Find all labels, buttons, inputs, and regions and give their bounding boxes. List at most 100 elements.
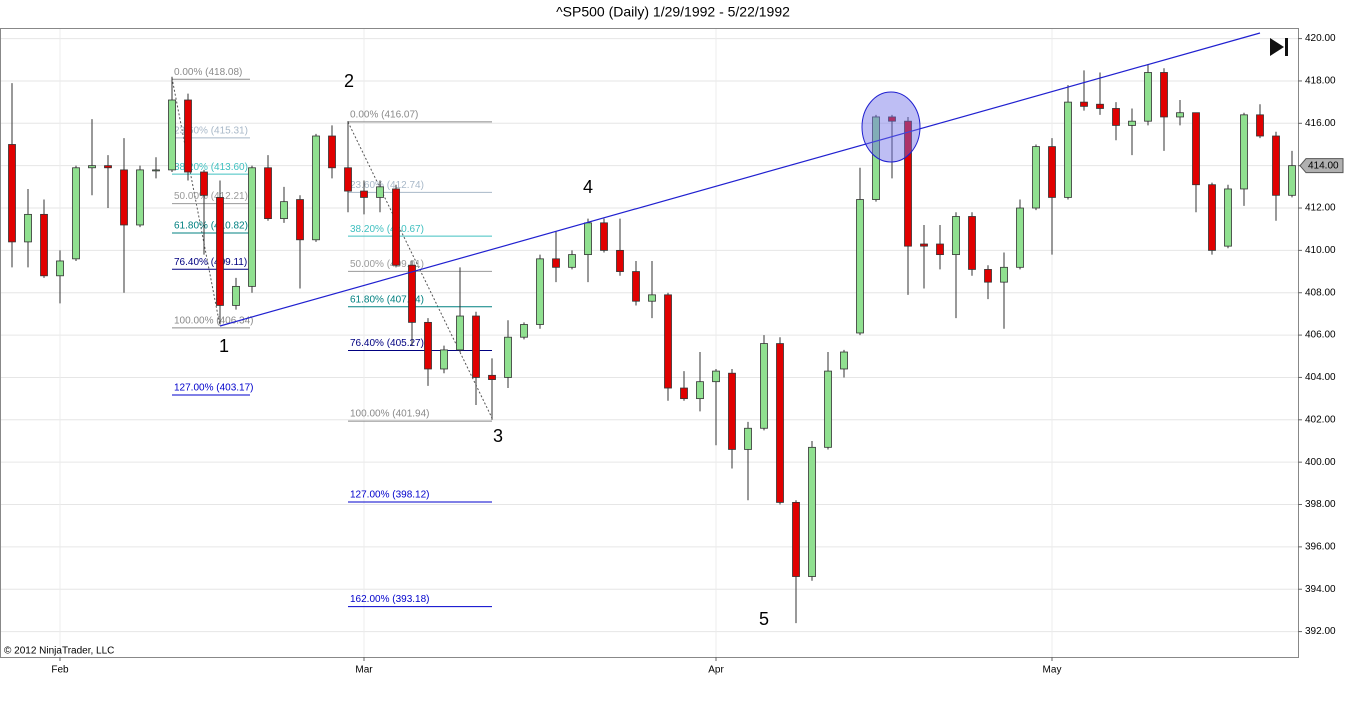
candle [920,224,928,289]
candle [1176,100,1184,126]
candle-body [552,258,560,268]
y-tick-label: 402.00 [1305,414,1336,425]
candle [840,349,848,378]
candle-body [1272,135,1280,196]
candle-body [408,264,416,323]
candle [344,121,352,213]
candle [1192,112,1200,213]
candle-body [232,285,240,306]
candle [968,212,976,276]
candle-body [1192,112,1200,186]
fib-label: 76.40% (405.27) [350,338,424,349]
x-tick-label: Apr [708,665,724,676]
y-tick-label: 420.00 [1305,33,1336,44]
candle-body [984,269,992,283]
y-tick-label: 412.00 [1305,203,1336,214]
candle-body [1256,114,1264,137]
candle-body [504,336,512,378]
go-to-end-button[interactable] [1270,38,1288,56]
candle [1160,68,1168,151]
chart-title: ^SP500 (Daily) 1/29/1992 - 5/22/1992 [556,4,790,20]
candles [8,64,1296,624]
candle-body [56,260,64,277]
candle-body [1048,146,1056,198]
y-tick-label: 418.00 [1305,76,1336,87]
wave-label: 4 [583,177,593,197]
candle-body [904,120,912,247]
candle-body [296,199,304,241]
candle-body [456,315,464,351]
candle-body [808,446,816,577]
candle-body [1288,165,1296,196]
candle [856,167,864,336]
candle [1240,112,1248,206]
candle [24,188,32,268]
candle [1112,102,1120,141]
candle [1224,184,1232,249]
candle-body [728,372,736,450]
candle [184,93,192,181]
candle-body [1176,112,1184,118]
last-price-label: 414.00 [1308,160,1339,171]
candle-body [120,169,128,226]
fibonacci: 0.00% (418.08) 23.60% (415.31) 38.20% (413… [172,67,492,608]
y-tick-label: 404.00 [1305,372,1336,383]
candle-body [312,135,320,241]
candle-body [376,186,384,198]
candle [696,352,704,412]
candle-body [1064,101,1072,198]
y-tick-label: 408.00 [1305,287,1336,298]
candle-body [248,167,256,287]
candle-body [600,222,608,251]
candle-body [568,254,576,268]
candle [1016,199,1024,270]
candle-body [792,501,800,577]
candle [952,212,960,319]
candle [728,368,736,469]
candle [632,260,640,306]
candle-body [200,171,208,196]
candle [1128,108,1136,156]
candle [360,180,368,215]
candle [248,165,256,293]
y-tick-label: 392.00 [1305,626,1336,637]
candle-body [152,169,160,172]
candle [1144,64,1152,126]
play-icon[interactable] [1270,38,1284,56]
candle [808,440,816,581]
y-tick-label: 406.00 [1305,330,1336,341]
candle-body [1240,114,1248,190]
fib-label: 23.60% (415.31) [174,126,248,137]
candle-body [264,167,272,220]
candle-body [776,343,784,503]
fib-label: 38.20% (410.67) [350,224,424,235]
candle-body [216,197,224,306]
wave-label: 2 [344,71,354,91]
candle [936,224,944,270]
x-tick-label: Feb [51,665,69,676]
candle-body [824,370,832,448]
candle [744,421,752,501]
candle [328,125,336,179]
candle-body [968,216,976,270]
candle [56,250,64,304]
candle-body [424,321,432,370]
candle-body [1080,101,1088,107]
candle [1064,85,1072,200]
candle-body [168,99,176,171]
candle-body [664,294,672,389]
fib-label: 38.20% (413.60) [174,162,248,173]
candle [1288,150,1296,198]
candle [264,155,272,221]
candle [1256,104,1264,139]
candle [440,345,448,374]
candle [280,186,288,223]
candle [40,199,48,278]
wave-label: 1 [219,336,229,356]
end-bar[interactable] [1285,38,1288,56]
axes: 392.00 394.00 396.00 398.00 400.00 402.00 404.… [51,33,1344,676]
candle-body [24,213,32,243]
candle [664,292,672,401]
candle-body [72,167,80,260]
